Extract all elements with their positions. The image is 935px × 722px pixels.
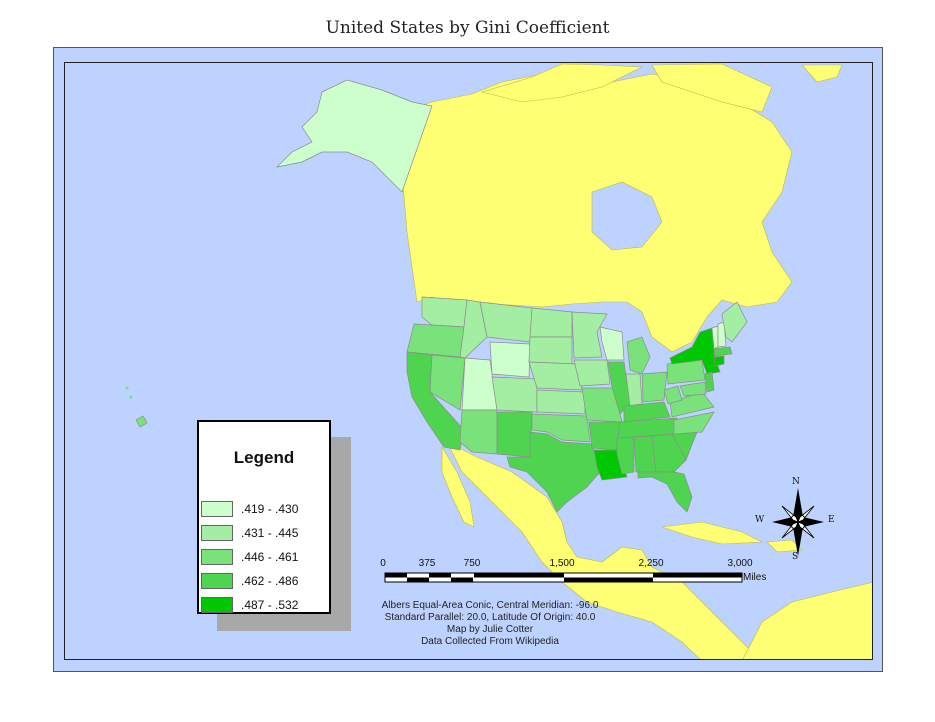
state-wisconsin [599, 326, 625, 361]
state-wyoming [489, 341, 531, 378]
state-new-jersey [704, 371, 715, 393]
state-north-dakota [529, 307, 573, 338]
compass-rose-icon [772, 488, 824, 556]
author-note: Map by Julie Cotter [446, 624, 534, 635]
state-maine [721, 301, 748, 343]
state-mississippi [616, 436, 635, 475]
state-kentucky [623, 401, 671, 423]
legend-swatch [201, 573, 233, 589]
legend-item: .446 - .461 [201, 549, 329, 567]
legend-swatch [201, 597, 233, 613]
projection-note: Albers Equal-Area Conic, Central Meridia… [381, 600, 599, 611]
scale-tick-label: 0 [380, 558, 386, 569]
map-canvas [65, 63, 872, 659]
state-georgia [651, 433, 687, 473]
scale-bar [384, 572, 743, 583]
state-alaska [275, 79, 433, 193]
state-colorado [491, 376, 538, 413]
map-notes: Albers Equal-Area Conic, Central Meridia… [350, 600, 630, 648]
state-hawaii [135, 415, 148, 428]
map-area [64, 62, 873, 660]
state-texas [506, 431, 601, 513]
legend-swatch [201, 549, 233, 565]
state-nebraska [528, 361, 583, 391]
legend-label: .446 - .461 [241, 550, 299, 564]
state-nevada [429, 354, 466, 411]
scale-tick-label: 2,250 [638, 558, 664, 569]
legend: Legend .419 - .430 .431 - .445 .446 - .4… [197, 420, 331, 614]
state-massachusetts [713, 346, 733, 357]
state-washington [421, 296, 468, 328]
state-south-dakota [528, 336, 573, 365]
compass-west-label: W [755, 515, 765, 525]
hudson-bay [591, 181, 663, 251]
legend-item: .431 - .445 [201, 525, 329, 543]
arctic-islands [480, 63, 644, 103]
baja-california [441, 445, 475, 528]
state-new-hampshire [717, 321, 727, 348]
legend-item: .487 - .532 [201, 597, 329, 615]
state-oregon [406, 323, 465, 358]
scale-tick-label: 375 [418, 558, 436, 569]
state-maryland [679, 381, 707, 397]
legend-item: .462 - .486 [201, 573, 329, 591]
state-minnesota [571, 311, 608, 359]
compass-north-label: N [792, 477, 800, 487]
state-arkansas [588, 421, 621, 451]
legend-title: Legend [233, 448, 295, 467]
scale-tick-label: 1,500 [549, 558, 575, 569]
scale-tick-label: 750 [463, 558, 481, 569]
mexico [446, 441, 761, 659]
cuba [661, 521, 764, 545]
source-note: Data Collected From Wikipedia [421, 636, 559, 647]
south-america [742, 582, 872, 659]
state-arizona [459, 409, 498, 455]
state-ohio [641, 371, 668, 403]
state-michigan [626, 336, 651, 375]
state-iowa [573, 359, 611, 387]
page-title: United States by Gini Coefficient [325, 18, 610, 38]
arctic-islands-east [651, 63, 773, 113]
legend-label: .431 - .445 [241, 526, 299, 540]
state-connecticut [713, 355, 725, 367]
state-north-carolina [673, 411, 715, 435]
hispaniola [766, 539, 803, 553]
legend-label: .462 - .486 [241, 574, 299, 588]
compass-east-label: E [828, 515, 835, 525]
legend-label: .419 - .430 [241, 502, 299, 516]
legend-label: .487 - .532 [241, 598, 299, 612]
legend-swatch [201, 501, 233, 517]
state-new-mexico [496, 411, 533, 458]
scale-tick-label: 3,000 [727, 558, 753, 569]
scale-unit-label: Miles [743, 572, 767, 583]
parallel-note: Standard Parallel: 20.0, Latitude Of Ori… [384, 612, 596, 623]
state-west-virginia [663, 385, 683, 405]
state-florida [637, 471, 693, 513]
state-kansas [536, 389, 586, 415]
greenland [801, 64, 843, 83]
compass-south-label: S [792, 552, 799, 562]
legend-item: .419 - .430 [201, 501, 329, 519]
state-montana [479, 301, 533, 343]
legend-swatch [201, 525, 233, 541]
